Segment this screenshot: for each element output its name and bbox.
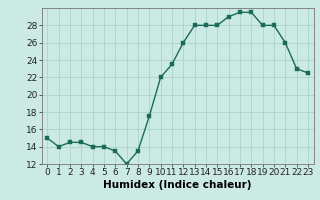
X-axis label: Humidex (Indice chaleur): Humidex (Indice chaleur) <box>103 180 252 190</box>
